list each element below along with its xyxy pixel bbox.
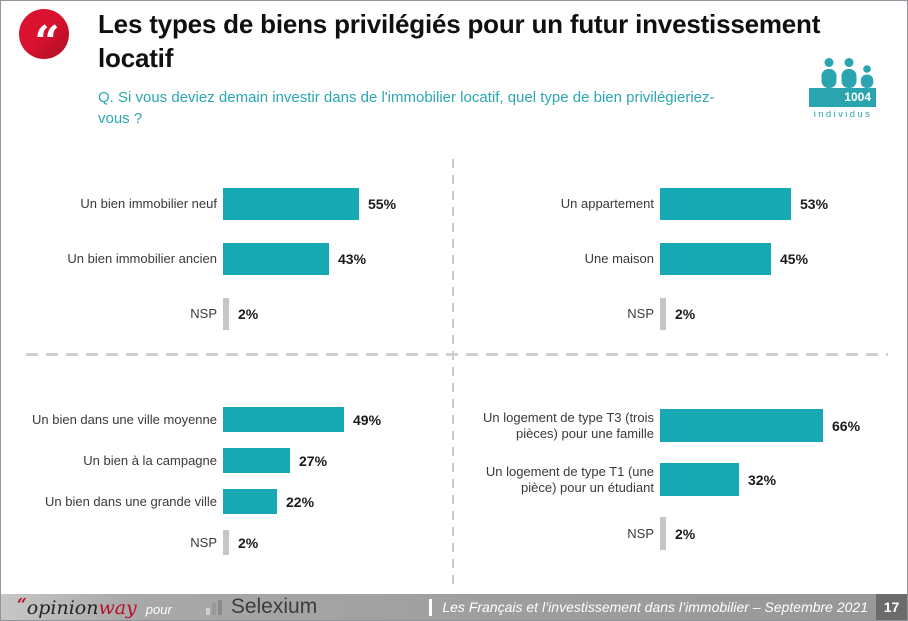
horizontal-dashed-divider: [26, 353, 888, 356]
opinionway-quote-icon: “: [17, 595, 27, 615]
value-label: 2%: [238, 534, 259, 551]
chart-row: NSP 2%: [463, 298, 887, 330]
value-label: 32%: [748, 471, 777, 488]
value-bar: [660, 463, 739, 496]
selexium-wordmark: Selexium: [230, 595, 318, 618]
footer: “opinionway pour Selexium Les Français et…: [1, 594, 907, 620]
value-label: 2%: [238, 306, 259, 322]
category-label: Un bien dans une ville moyenne: [31, 411, 217, 427]
chart-row: Un bien dans une ville moyenne 49%: [26, 407, 450, 432]
quote-glyph: “: [34, 17, 60, 60]
pour-label: pour: [145, 602, 172, 617]
chart-row: Un logement de type T3 (trois pièces) po…: [463, 409, 887, 442]
category-label: Une maison: [584, 251, 654, 266]
sample-badge: 1004 individus: [809, 58, 877, 120]
vertical-dashed-divider: [452, 159, 454, 586]
page-title: Les types de biens privilégiés pour un f…: [98, 9, 821, 73]
nsp-bar: [660, 298, 666, 330]
chart-row: Une maison 45%: [463, 243, 887, 275]
category-label: NSP: [190, 534, 217, 550]
category-label: NSP: [627, 306, 654, 321]
value-label: 22%: [286, 493, 315, 510]
footer-separator: [429, 598, 433, 616]
value-bar: [223, 243, 329, 275]
value-bar: [660, 188, 791, 220]
chart-row: Un bien dans une grande ville 22%: [26, 489, 450, 514]
page-number: 17: [876, 594, 907, 620]
category-label: Un bien immobilier ancien: [67, 251, 217, 266]
value-label: 45%: [780, 251, 809, 267]
value-bar: [223, 489, 277, 514]
category-label: Un appartement: [560, 196, 654, 211]
category-label: NSP: [190, 306, 217, 321]
chart-row: NSP 2%: [463, 517, 887, 550]
value-bar: [223, 448, 290, 473]
value-label: 53%: [800, 196, 829, 212]
chart-row: Un logement de type T1 (une pièce) pour …: [463, 463, 887, 496]
opinionway-name-dark: opinion: [26, 597, 99, 619]
selexium-bars-icon: [205, 600, 224, 615]
chart-quadrant-neuf-ancien: Un bien immobilier neuf 55% Un bien immobi…: [26, 188, 450, 353]
opinionway-logo: “opinionway pour: [17, 595, 172, 619]
report-strip: Les Français et l’investissement dans l’…: [429, 594, 907, 620]
people-icon: [821, 58, 874, 88]
chart-quadrant-localisation: Un bien dans une ville moyenne 49% Un bien…: [26, 407, 450, 571]
nsp-bar: [660, 517, 666, 550]
value-bar: [660, 409, 823, 442]
sample-count: 1004: [809, 88, 876, 107]
chart-quadrant-type-logement: Un logement de type T3 (trois pièces) po…: [463, 409, 887, 571]
value-label: 49%: [353, 411, 382, 428]
category-label: Un bien dans une grande ville: [44, 493, 217, 509]
category-label: Un bien à la campagne: [83, 452, 217, 468]
value-label: 2%: [675, 306, 696, 322]
chart-row: NSP 2%: [26, 530, 450, 555]
value-label: 43%: [338, 251, 367, 267]
selexium-logo: Selexium: [205, 595, 318, 618]
chart-quadrant-appartement-maison: Un appartement 53% Une maison 45% NSP 2%: [463, 188, 887, 353]
quote-icon: “: [19, 9, 69, 59]
value-label: 27%: [299, 452, 328, 469]
nsp-bar: [223, 530, 229, 555]
chart-row: Un bien immobilier ancien 43%: [26, 243, 450, 275]
category-label: Un logement de type T3 (trois pièces) po…: [482, 409, 654, 441]
nsp-bar: [223, 298, 229, 330]
opinionway-name-red: way: [98, 597, 137, 619]
sample-unit-label: individus: [813, 109, 873, 120]
chart-row: NSP 2%: [26, 298, 450, 330]
chart-row: Un bien à la campagne 27%: [26, 448, 450, 473]
category-label: Un bien immobilier neuf: [80, 196, 217, 211]
report-title: Les Français et l’investissement dans l’…: [442, 599, 868, 615]
value-label: 55%: [368, 196, 397, 212]
value-label: 2%: [675, 525, 696, 542]
question-text: Q. Si vous deviez demain investir dans d…: [98, 89, 715, 127]
chart-row: Un appartement 53%: [463, 188, 887, 220]
category-label: Un logement de type T1 (une pièce) pour …: [485, 463, 654, 495]
value-bar: [223, 188, 359, 220]
value-bar: [223, 407, 344, 432]
category-label: NSP: [627, 525, 654, 541]
value-label: 66%: [832, 417, 861, 434]
chart-row: Un bien immobilier neuf 55%: [26, 188, 450, 220]
value-bar: [660, 243, 771, 275]
